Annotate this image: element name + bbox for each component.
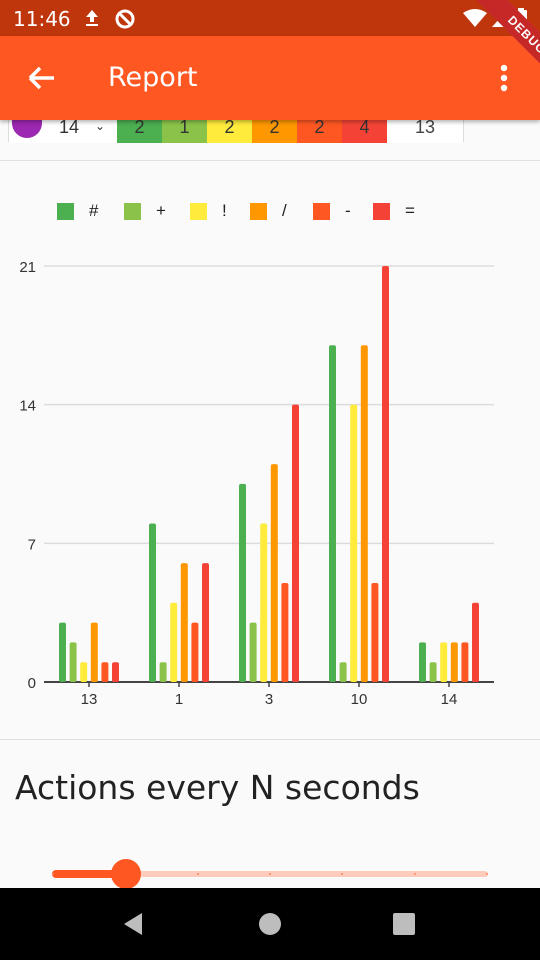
bar bbox=[350, 404, 358, 682]
y-tick-label: 21 bbox=[19, 259, 36, 276]
bar bbox=[440, 642, 448, 682]
bar bbox=[191, 622, 199, 682]
slider-tick bbox=[341, 873, 344, 875]
bar bbox=[382, 266, 389, 682]
bar bbox=[202, 563, 209, 682]
slider-tick bbox=[52, 873, 54, 875]
legend-label: - bbox=[345, 201, 351, 220]
summary-cell: 2 bbox=[297, 120, 342, 143]
slider-thumb[interactable] bbox=[111, 859, 142, 888]
legend-label: + bbox=[156, 201, 166, 220]
bar bbox=[339, 662, 347, 682]
summary-cell: 1 bbox=[162, 120, 207, 143]
bar bbox=[170, 602, 178, 682]
bar bbox=[159, 662, 167, 682]
legend-swatch bbox=[313, 203, 330, 220]
legend-swatch bbox=[124, 203, 141, 220]
slider-tick bbox=[486, 873, 488, 875]
legend-label: # bbox=[89, 201, 99, 220]
legend-swatch bbox=[373, 203, 390, 220]
page-title: Report bbox=[108, 62, 198, 93]
wifi-icon bbox=[463, 9, 487, 27]
slider-tick bbox=[196, 873, 199, 875]
legend-swatch bbox=[190, 203, 207, 220]
navigation-bar bbox=[0, 888, 540, 960]
divider bbox=[0, 160, 540, 161]
bar bbox=[270, 464, 278, 682]
slider-tick bbox=[269, 873, 271, 875]
summary-cell: 2 bbox=[117, 120, 162, 143]
slider-tick bbox=[413, 873, 416, 875]
summary-total: 13 bbox=[387, 120, 463, 143]
x-tick-label: 13 bbox=[81, 691, 98, 708]
legend-label: ! bbox=[222, 201, 227, 220]
bar bbox=[292, 404, 299, 682]
bar bbox=[429, 662, 437, 682]
bar bbox=[249, 622, 257, 682]
summary-cell: 2 bbox=[252, 120, 297, 143]
y-tick-label: 0 bbox=[28, 675, 36, 692]
bar bbox=[59, 622, 66, 682]
nav-home-icon[interactable] bbox=[256, 910, 284, 938]
slider-fill bbox=[52, 870, 127, 878]
bar bbox=[180, 563, 188, 682]
chevron-down-icon: ⌄ bbox=[95, 120, 106, 133]
upload-icon bbox=[86, 10, 98, 26]
section-title: Actions every N seconds bbox=[15, 768, 420, 807]
debug-banner: DEBUG bbox=[450, 0, 540, 90]
back-arrow-icon[interactable] bbox=[24, 62, 60, 94]
legend-swatch bbox=[57, 203, 74, 220]
x-tick-label: 1 bbox=[175, 691, 183, 708]
interval-slider[interactable] bbox=[52, 859, 488, 888]
x-tick-label: 10 bbox=[351, 691, 368, 708]
bar bbox=[239, 483, 246, 682]
bar bbox=[80, 662, 88, 682]
report-content: 14 ⌄ 2 1 2 2 2 4 13 # + ! / - bbox=[0, 120, 540, 888]
bar bbox=[69, 642, 77, 682]
avatar bbox=[12, 120, 42, 138]
nav-back-icon[interactable] bbox=[120, 910, 148, 938]
bar bbox=[461, 642, 469, 682]
bar bbox=[149, 523, 156, 682]
bar bbox=[90, 622, 98, 682]
x-tick-label: 3 bbox=[265, 691, 273, 708]
app-bar: Report bbox=[0, 36, 540, 120]
bar bbox=[360, 345, 368, 682]
legend-swatch bbox=[250, 203, 267, 220]
divider bbox=[0, 739, 540, 740]
bar bbox=[472, 602, 479, 682]
more-options-icon[interactable] bbox=[492, 60, 516, 96]
bar bbox=[329, 345, 336, 682]
count-dropdown[interactable]: 14 ⌄ bbox=[9, 120, 117, 143]
bar bbox=[112, 662, 119, 682]
summary-row: 14 ⌄ 2 1 2 2 2 4 13 bbox=[8, 120, 464, 143]
summary-cell: 2 bbox=[207, 120, 252, 143]
bar bbox=[450, 642, 458, 682]
bar bbox=[419, 642, 426, 682]
bar bbox=[281, 582, 289, 682]
bar bbox=[260, 523, 268, 682]
bar bbox=[101, 662, 109, 682]
status-time: 11:46 bbox=[13, 7, 71, 31]
do-not-disturb-icon bbox=[115, 9, 135, 29]
x-tick-label: 14 bbox=[441, 691, 458, 708]
bar bbox=[371, 582, 379, 682]
nav-recents-icon[interactable] bbox=[390, 910, 418, 938]
count-value: 14 bbox=[59, 120, 80, 137]
debug-label: DEBUG bbox=[473, 0, 540, 89]
y-tick-label: 14 bbox=[19, 398, 36, 415]
summary-cell: 4 bbox=[342, 120, 387, 143]
legend-label: = bbox=[405, 201, 415, 220]
legend-label: / bbox=[282, 201, 287, 220]
y-tick-label: 7 bbox=[28, 536, 36, 553]
chart-legend: # + ! / - = bbox=[0, 200, 540, 224]
